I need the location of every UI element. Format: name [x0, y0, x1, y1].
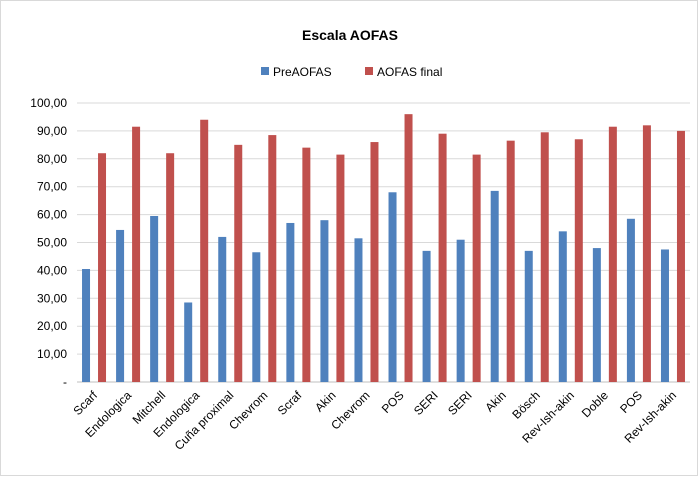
bar-preaofas: [558, 231, 567, 382]
y-tick-label: 100,00: [30, 96, 67, 110]
legend-swatch-preaofas: [261, 67, 269, 75]
x-tick-label: SERI: [411, 388, 441, 418]
bars: [82, 114, 685, 383]
x-tick-label: Scarf: [70, 388, 100, 418]
bar-aofas-final: [132, 126, 141, 382]
bar-aofas-final: [166, 153, 175, 382]
bar-aofas-final: [438, 133, 447, 382]
bar-preaofas: [82, 269, 91, 382]
x-tick-label: POS: [617, 388, 645, 416]
x-tick-label: SERI: [445, 388, 475, 418]
bar-preaofas: [422, 250, 431, 382]
legend: PreAOFAS AOFAS final: [261, 65, 442, 79]
bar-aofas-final: [370, 142, 379, 382]
y-tick-label: 40,00: [37, 263, 67, 277]
bar-aofas-final: [506, 140, 515, 382]
bar-aofas-final: [98, 153, 107, 382]
chart-title: Escala AOFAS: [302, 27, 398, 43]
bar-preaofas: [592, 248, 601, 382]
bar-aofas-final: [268, 135, 277, 382]
bar-aofas-final: [574, 139, 583, 382]
bar-preaofas: [286, 222, 295, 382]
bar-preaofas: [354, 238, 363, 382]
x-tick-label: Doble: [579, 388, 611, 420]
y-tick-label: -: [63, 375, 67, 389]
y-tick-label: 30,00: [37, 291, 67, 305]
x-tick-label: POS: [379, 388, 407, 416]
bar-preaofas: [524, 250, 533, 382]
y-tick-label: 20,00: [37, 319, 67, 333]
bar-preaofas: [490, 190, 499, 382]
bar-aofas-final: [540, 132, 549, 382]
bar-aofas-final: [234, 144, 243, 382]
y-tick-label: 60,00: [37, 208, 67, 222]
bar-preaofas: [660, 249, 669, 382]
bar-aofas-final: [302, 147, 311, 382]
bar-preaofas: [456, 239, 465, 382]
bar-preaofas: [626, 218, 635, 382]
bar-aofas-final: [336, 154, 345, 382]
bar-aofas-final: [200, 119, 209, 383]
legend-label-aofas-final: AOFAS final: [377, 65, 442, 79]
x-tick-label: Scraf: [275, 388, 305, 418]
bar-preaofas: [150, 215, 159, 382]
legend-swatch-aofas-final: [365, 67, 373, 75]
x-tick-label: Akin: [482, 388, 508, 414]
y-tick-label: 70,00: [37, 180, 67, 194]
legend-label-preaofas: PreAOFAS: [273, 65, 332, 79]
bar-aofas-final: [676, 130, 685, 382]
bar-aofas-final: [642, 125, 651, 382]
bar-preaofas: [252, 252, 261, 382]
bar-preaofas: [388, 192, 397, 382]
y-axis-ticks: - 10,00 20,00 30,00 40,00 50,00 60,00 70,00 80,0…: [30, 96, 67, 389]
gridlines: [77, 102, 690, 383]
x-tick-label: Akin: [312, 388, 338, 414]
bar-preaofas: [320, 220, 329, 382]
y-tick-label: 10,00: [37, 347, 67, 361]
bar-aofas-final: [404, 114, 413, 382]
bar-preaofas: [218, 236, 227, 382]
y-tick-label: 50,00: [37, 236, 67, 250]
bar-aofas-final: [472, 154, 481, 382]
y-tick-label: 80,00: [37, 152, 67, 166]
bar-preaofas: [184, 302, 193, 382]
bar-preaofas: [116, 229, 125, 382]
y-tick-label: 90,00: [37, 124, 67, 138]
bar-aofas-final: [608, 126, 617, 382]
